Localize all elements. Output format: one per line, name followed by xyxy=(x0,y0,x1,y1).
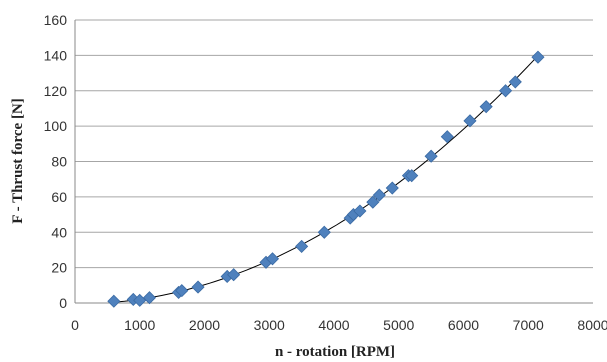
x-axis-title: n - rotation [RPM] xyxy=(275,344,395,360)
y-tick-labels: 0 20 40 60 80 100 120 140 160 xyxy=(44,12,68,311)
data-point xyxy=(463,114,477,128)
trendline xyxy=(113,55,539,303)
y-tick-label: 20 xyxy=(51,260,67,276)
x-tick-label: 5000 xyxy=(383,317,414,333)
x-tick-label: 1000 xyxy=(124,317,155,333)
data-point xyxy=(107,294,121,308)
data-point xyxy=(385,181,399,195)
data-point xyxy=(175,284,189,298)
x-tick-label: 2000 xyxy=(189,317,220,333)
data-point xyxy=(499,84,513,98)
gridlines xyxy=(75,19,593,269)
data-point xyxy=(265,252,280,266)
data-point xyxy=(479,100,493,114)
y-tick-label: 160 xyxy=(44,12,68,28)
data-point xyxy=(366,195,380,209)
y-tick-label: 0 xyxy=(59,295,67,311)
data-point xyxy=(372,188,386,202)
y-tick-label: 120 xyxy=(44,83,68,99)
data-point xyxy=(353,204,367,218)
data-point xyxy=(295,239,309,253)
y-tick-label: 40 xyxy=(51,224,67,240)
y-tick-label: 80 xyxy=(51,154,67,170)
x-tick-label: 3000 xyxy=(254,317,285,333)
data-points xyxy=(107,50,545,308)
data-point xyxy=(191,280,205,294)
data-point xyxy=(142,291,157,305)
data-point xyxy=(405,169,419,183)
data-point xyxy=(227,268,241,282)
x-tick-label: 7000 xyxy=(513,317,544,333)
x-tick-label: 8000 xyxy=(577,317,607,333)
data-point xyxy=(317,225,331,239)
data-point xyxy=(508,75,522,89)
x-tick-label: 4000 xyxy=(318,317,349,333)
y-axis-title: F - Thrust force [N] xyxy=(10,98,26,224)
x-tick-labels: 0 1000 2000 3000 4000 5000 6000 7000 8000 xyxy=(71,317,607,333)
data-point xyxy=(424,149,438,163)
x-tick-label: 6000 xyxy=(448,317,479,333)
data-point xyxy=(531,50,545,64)
data-point xyxy=(440,130,454,144)
y-tick-label: 100 xyxy=(44,118,68,134)
x-tick-label: 0 xyxy=(71,317,79,333)
y-tick-label: 60 xyxy=(51,189,67,205)
y-tick-label: 140 xyxy=(44,47,68,63)
